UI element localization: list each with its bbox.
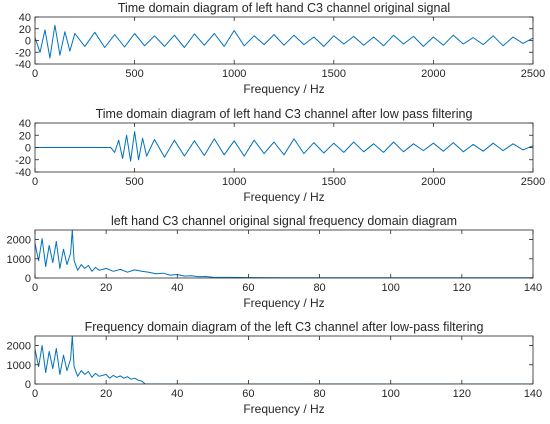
y-tick-label: 0 bbox=[25, 379, 31, 391]
x-axis-label: Frequency / Hz bbox=[243, 82, 324, 96]
x-tick-label: 0 bbox=[32, 282, 38, 294]
x-tick-label: 1500 bbox=[322, 68, 346, 80]
x-tick-label: 40 bbox=[171, 282, 183, 294]
x-tick-label: 140 bbox=[524, 282, 542, 294]
y-tick-label: 20 bbox=[19, 24, 31, 36]
subplot-4: Frequency domain diagram of the left C3 … bbox=[7, 320, 543, 416]
y-tick-label: -20 bbox=[15, 155, 31, 167]
y-tick-label: 2000 bbox=[7, 235, 31, 247]
y-tick-label: -40 bbox=[15, 59, 31, 71]
subplot-3: left hand C3 channel original signal fre… bbox=[7, 214, 543, 310]
x-tick-label: 1000 bbox=[222, 176, 246, 188]
x-tick-label: 2500 bbox=[521, 176, 545, 188]
series-line-1 bbox=[35, 131, 533, 162]
x-tick-label: 100 bbox=[382, 282, 400, 294]
x-tick-label: 120 bbox=[453, 282, 471, 294]
y-tick-label: 1000 bbox=[7, 360, 31, 372]
x-axis-label: Frequency / Hz bbox=[243, 402, 324, 416]
y-tick-label: 2000 bbox=[7, 341, 31, 353]
y-tick-label: 0 bbox=[25, 36, 31, 48]
x-tick-label: 120 bbox=[453, 388, 471, 400]
y-tick-label: 40 bbox=[19, 118, 31, 130]
x-tick-label: 500 bbox=[125, 68, 143, 80]
x-tick-label: 0 bbox=[32, 68, 38, 80]
chart-title: Time domain diagram of left hand C3 chan… bbox=[118, 1, 450, 15]
subplot-1: Time domain diagram of left hand C3 chan… bbox=[15, 1, 545, 96]
axes-box bbox=[34, 335, 534, 385]
x-tick-label: 140 bbox=[524, 388, 542, 400]
x-tick-label: 0 bbox=[32, 388, 38, 400]
x-axis-label: Frequency / Hz bbox=[243, 296, 324, 310]
x-axis-label: Frequency / Hz bbox=[243, 190, 324, 204]
chart-title: left hand C3 channel original signal fre… bbox=[111, 214, 457, 228]
x-tick-label: 1000 bbox=[222, 68, 246, 80]
x-tick-label: 0 bbox=[32, 176, 38, 188]
series-line-1 bbox=[35, 336, 533, 384]
x-tick-label: 40 bbox=[171, 388, 183, 400]
x-tick-label: 80 bbox=[313, 282, 325, 294]
y-tick-label: 20 bbox=[19, 130, 31, 142]
x-tick-label: 100 bbox=[382, 388, 400, 400]
chart-title: Frequency domain diagram of the left C3 … bbox=[85, 320, 484, 334]
chart-title: Time domain diagram of left hand C3 chan… bbox=[96, 107, 473, 121]
x-tick-label: 2500 bbox=[521, 68, 545, 80]
x-tick-label: 80 bbox=[313, 388, 325, 400]
x-tick-label: 20 bbox=[100, 282, 112, 294]
y-tick-label: 0 bbox=[25, 273, 31, 285]
y-tick-label: 0 bbox=[25, 143, 31, 155]
x-tick-label: 60 bbox=[242, 388, 254, 400]
y-tick-label: -40 bbox=[15, 167, 31, 179]
x-tick-label: 1500 bbox=[322, 176, 346, 188]
y-tick-label: 40 bbox=[19, 12, 31, 24]
x-tick-label: 60 bbox=[242, 282, 254, 294]
axes-box bbox=[34, 229, 534, 279]
x-tick-label: 2000 bbox=[421, 68, 445, 80]
x-tick-label: 20 bbox=[100, 388, 112, 400]
y-tick-label: -20 bbox=[15, 47, 31, 59]
x-tick-label: 2000 bbox=[421, 176, 445, 188]
y-tick-label: 1000 bbox=[7, 254, 31, 266]
subplot-2: Time domain diagram of left hand C3 chan… bbox=[15, 107, 545, 204]
subplots: Time domain diagram of left hand C3 chan… bbox=[7, 1, 546, 416]
x-tick-label: 500 bbox=[125, 176, 143, 188]
series-line-1 bbox=[35, 24, 533, 59]
